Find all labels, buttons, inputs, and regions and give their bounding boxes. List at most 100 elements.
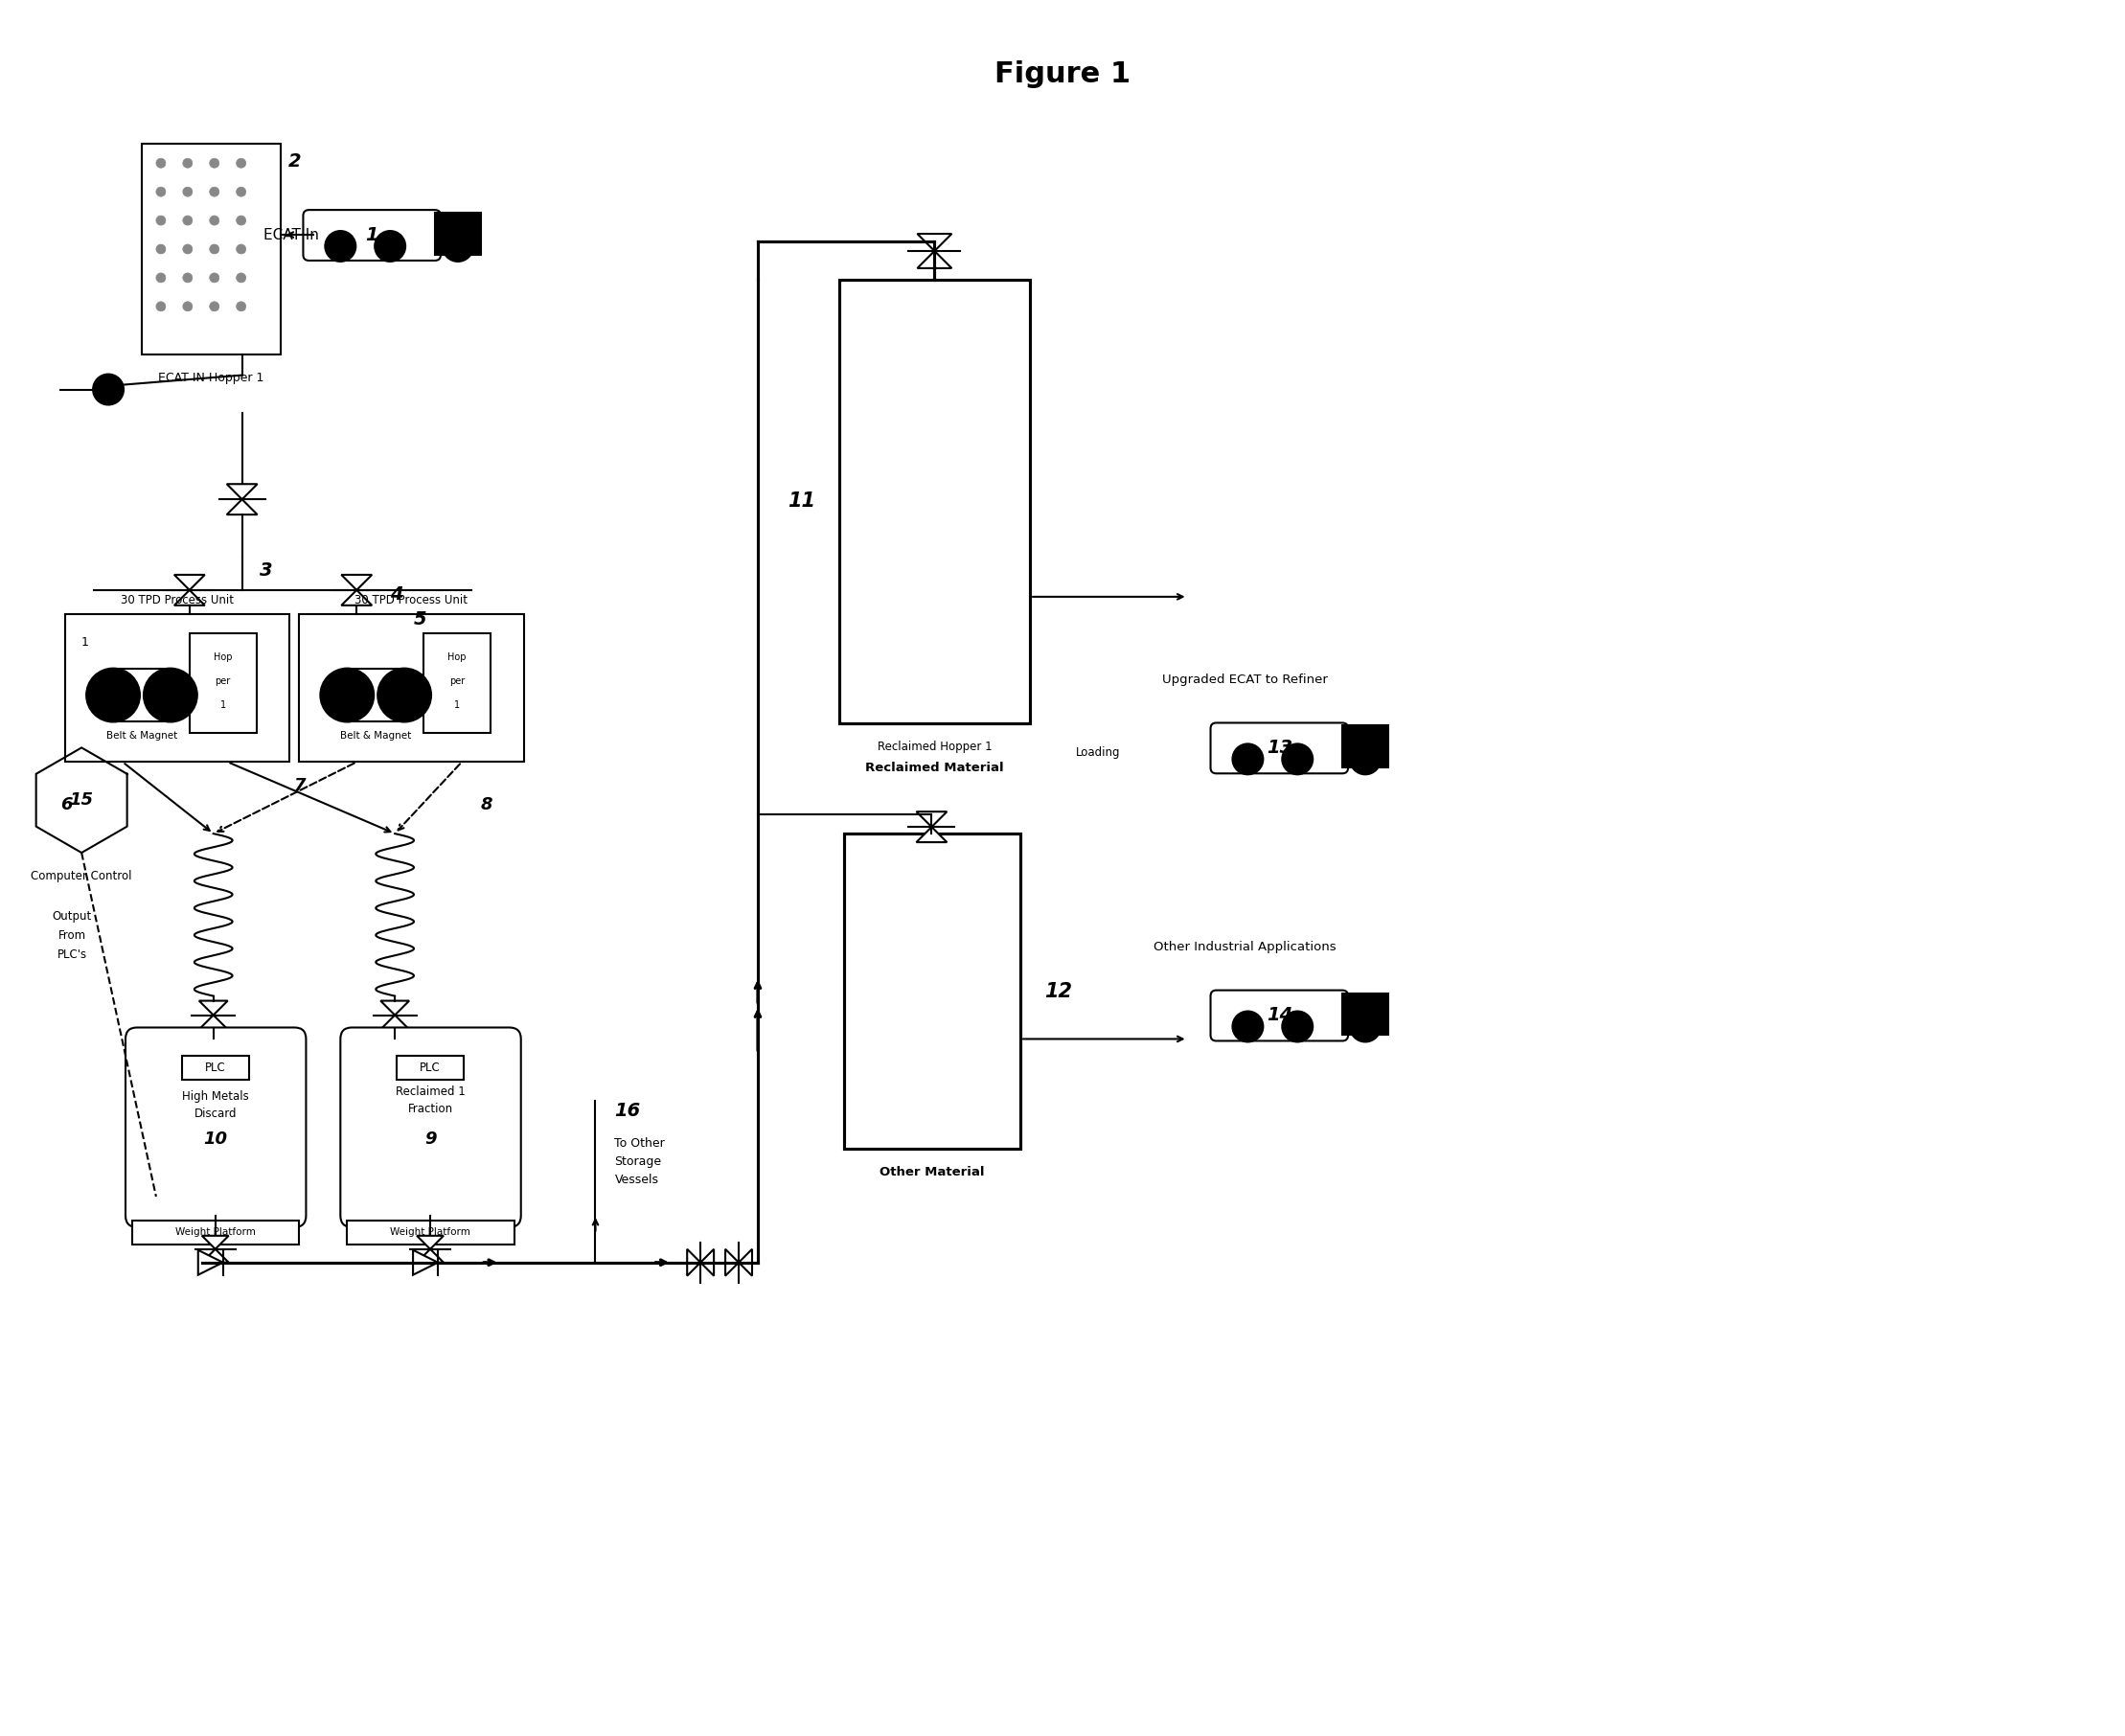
Polygon shape (416, 1236, 444, 1250)
Circle shape (236, 302, 246, 311)
Circle shape (155, 158, 166, 168)
Bar (1343, 993, 1388, 1035)
Text: 13: 13 (1266, 738, 1292, 757)
Bar (132, 1220, 300, 1245)
Circle shape (183, 187, 193, 196)
Text: 4: 4 (391, 585, 404, 604)
Text: High Metals: High Metals (183, 1090, 249, 1102)
Text: 15: 15 (70, 792, 94, 809)
Text: 6: 6 (62, 797, 72, 814)
Circle shape (1281, 1012, 1313, 1042)
Polygon shape (202, 1250, 230, 1262)
Polygon shape (200, 1016, 227, 1029)
Text: Reclaimed 1: Reclaimed 1 (395, 1085, 465, 1097)
Circle shape (210, 302, 219, 311)
Text: Output: Output (53, 910, 91, 922)
Text: 14: 14 (1266, 1005, 1292, 1024)
Text: 3: 3 (259, 562, 272, 580)
Circle shape (325, 231, 355, 262)
Text: 9: 9 (425, 1130, 436, 1147)
Circle shape (442, 231, 474, 262)
Circle shape (1281, 743, 1313, 774)
Text: 5: 5 (414, 611, 427, 628)
Text: Belt & Magnet: Belt & Magnet (106, 731, 176, 741)
Circle shape (210, 158, 219, 168)
Bar (189, 634, 257, 733)
Text: Discard: Discard (193, 1108, 236, 1120)
Text: 30 TPD Process Unit: 30 TPD Process Unit (355, 594, 467, 606)
Bar (66, 615, 289, 762)
Text: Figure 1: Figure 1 (995, 61, 1130, 89)
Text: Loading: Loading (1075, 746, 1120, 759)
Text: Vessels: Vessels (614, 1174, 659, 1186)
Text: 16: 16 (614, 1102, 640, 1120)
Bar (844, 833, 1020, 1149)
Text: Weight Platform: Weight Platform (174, 1227, 255, 1236)
Circle shape (155, 215, 166, 226)
Circle shape (378, 668, 431, 722)
Text: 1: 1 (221, 700, 225, 710)
Polygon shape (227, 500, 257, 514)
Text: per: per (215, 675, 232, 686)
Text: ECAT In: ECAT In (263, 227, 319, 241)
Circle shape (374, 231, 406, 262)
Polygon shape (918, 234, 952, 252)
Polygon shape (200, 1000, 227, 1016)
Circle shape (210, 215, 219, 226)
Polygon shape (686, 1250, 701, 1276)
Text: Reclaimed Material: Reclaimed Material (865, 762, 1003, 774)
Polygon shape (916, 812, 948, 826)
Text: 7: 7 (293, 778, 306, 795)
Circle shape (236, 215, 246, 226)
Text: Hop: Hop (448, 653, 465, 661)
FancyBboxPatch shape (1211, 990, 1347, 1042)
Circle shape (236, 245, 246, 253)
Text: 8: 8 (480, 797, 493, 814)
Text: 30 TPD Process Unit: 30 TPD Process Unit (121, 594, 234, 606)
Circle shape (321, 668, 374, 722)
Circle shape (155, 302, 166, 311)
Circle shape (87, 668, 140, 722)
Text: 1: 1 (365, 226, 378, 243)
Text: Upgraded ECAT to Refiner: Upgraded ECAT to Refiner (1162, 674, 1328, 686)
Text: 1: 1 (81, 637, 89, 649)
Polygon shape (918, 252, 952, 267)
Polygon shape (227, 484, 257, 500)
Circle shape (236, 158, 246, 168)
Text: To Other: To Other (614, 1137, 665, 1149)
Text: 10: 10 (204, 1130, 227, 1147)
Circle shape (155, 187, 166, 196)
Text: PLC: PLC (421, 1061, 440, 1075)
Text: Hop: Hop (215, 653, 232, 661)
Text: Other Material: Other Material (880, 1167, 984, 1179)
Circle shape (1349, 743, 1381, 774)
Polygon shape (342, 590, 372, 606)
Circle shape (183, 273, 193, 283)
Circle shape (1349, 1012, 1381, 1042)
Polygon shape (380, 1000, 410, 1016)
Text: 11: 11 (788, 491, 816, 510)
Bar (1343, 726, 1388, 767)
Bar (436, 214, 480, 255)
Polygon shape (198, 1250, 223, 1274)
Bar (300, 615, 523, 762)
Polygon shape (174, 590, 204, 606)
Circle shape (144, 668, 198, 722)
Circle shape (210, 245, 219, 253)
Circle shape (183, 215, 193, 226)
Text: 2: 2 (287, 153, 302, 170)
Text: PLC's: PLC's (57, 948, 87, 960)
Text: From: From (57, 929, 85, 941)
FancyBboxPatch shape (125, 1028, 306, 1227)
Circle shape (1232, 743, 1262, 774)
Text: PLC: PLC (204, 1061, 225, 1075)
Text: Reclaimed Hopper 1: Reclaimed Hopper 1 (878, 741, 992, 753)
Text: ECAT IN Hopper 1: ECAT IN Hopper 1 (157, 372, 264, 384)
Polygon shape (916, 826, 948, 842)
Circle shape (155, 245, 166, 253)
Circle shape (155, 273, 166, 283)
Polygon shape (725, 1250, 739, 1276)
Circle shape (183, 302, 193, 311)
Circle shape (210, 273, 219, 283)
Circle shape (183, 158, 193, 168)
